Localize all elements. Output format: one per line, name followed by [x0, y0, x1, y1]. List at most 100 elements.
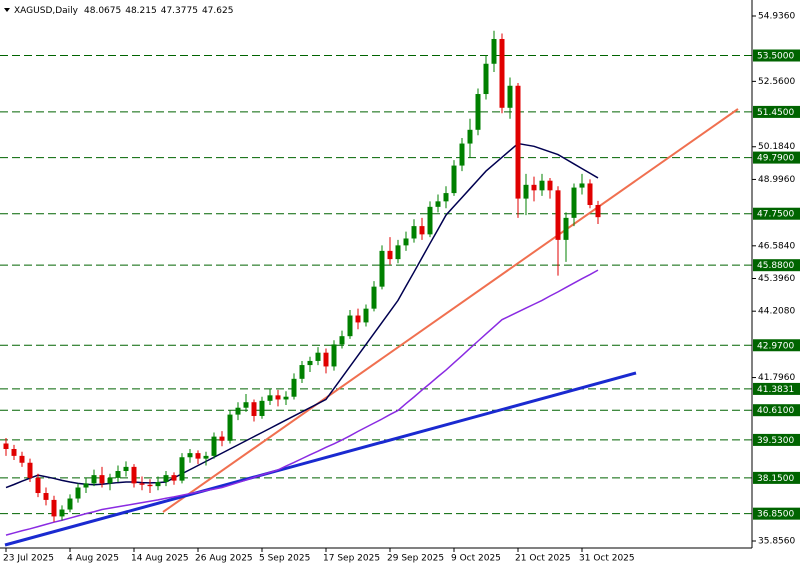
- x-tick-label: 31 Oct 2025: [579, 554, 635, 564]
- level-label: 41.3831: [757, 385, 794, 395]
- candle-body: [507, 85, 513, 108]
- candle-body: [59, 509, 65, 517]
- candle-body: [131, 466, 137, 484]
- candle-body: [515, 85, 521, 199]
- candle-body: [315, 352, 321, 361]
- candle-body: [371, 286, 377, 309]
- candle-body: [187, 453, 193, 458]
- moving-average: [5, 269, 599, 536]
- y-tick-label: 45.3960: [758, 274, 795, 284]
- last-high: 48.215: [125, 6, 157, 16]
- candle-body: [83, 483, 89, 488]
- candle-body: [595, 204, 601, 218]
- candle-body: [475, 94, 481, 130]
- x-tick-label: 21 Oct 2025: [515, 554, 571, 564]
- y-tick-label: 54.9360: [758, 11, 795, 21]
- header: XAGUSD,Daily 48.0675 48.215 47.3775 47.625: [14, 6, 233, 16]
- candle-body: [27, 462, 33, 478]
- candle-body: [379, 250, 385, 287]
- last-close: 47.625: [202, 6, 234, 16]
- candle-body: [107, 477, 113, 484]
- y-tick-label: 44.2080: [758, 307, 795, 317]
- candle-body: [19, 455, 25, 463]
- level-label: 39.5300: [757, 436, 794, 446]
- candle-body: [211, 436, 217, 456]
- candle-body: [299, 365, 305, 379]
- axis-labels: 54.9360 52.5600 50.1840 48.9960 46.5840 45.39…: [3, 11, 800, 564]
- level-box: [753, 49, 800, 62]
- last-low: 47.3775: [161, 6, 198, 16]
- y-tick-label: 46.5840: [758, 241, 795, 251]
- candle-body: [243, 402, 249, 408]
- candle-body: [259, 400, 265, 416]
- candle-body: [67, 498, 73, 510]
- y-tick-label: 52.5600: [758, 77, 795, 87]
- level-label: 53.5000: [757, 52, 794, 62]
- x-tick-label: 5 Sep 2025: [259, 554, 310, 564]
- candle-body: [419, 226, 425, 235]
- candle-body: [499, 38, 505, 108]
- level-label: 42.9700: [757, 341, 794, 351]
- candle-body: [275, 395, 281, 400]
- candle-body: [235, 407, 241, 415]
- candle-body: [491, 38, 497, 64]
- level-label: 38.1500: [757, 474, 794, 484]
- candle-body: [547, 180, 553, 191]
- menu-arrow[interactable]: [4, 8, 10, 12]
- candle-body: [291, 378, 297, 397]
- x-tick-label: 23 Jul 2025: [3, 554, 54, 564]
- candle-body: [219, 436, 225, 441]
- candle-body: [283, 396, 289, 400]
- candle-body: [459, 143, 465, 166]
- candle-body: [451, 165, 457, 194]
- candle-body: [227, 414, 233, 441]
- level-label: 49.7900: [757, 154, 794, 164]
- candle-body: [411, 226, 417, 239]
- candle-body: [531, 184, 537, 191]
- candle-body: [323, 352, 329, 367]
- trendline: [4, 371, 637, 547]
- candle-body: [179, 457, 185, 481]
- level-box: [753, 433, 800, 446]
- x-tick-label: 9 Oct 2025: [451, 554, 501, 564]
- plot: [3, 30, 601, 536]
- level-box: [753, 471, 800, 484]
- candle-body: [363, 308, 369, 323]
- candle-body: [555, 190, 561, 240]
- candle-body: [523, 184, 529, 199]
- level-box: [753, 404, 800, 417]
- y-tick-label: 50.1840: [758, 142, 795, 152]
- candle-body: [99, 475, 105, 484]
- candle-body: [3, 443, 9, 449]
- candle-body: [171, 475, 177, 481]
- level-box: [753, 259, 800, 272]
- candle-body: [331, 344, 337, 367]
- level-box: [753, 507, 800, 520]
- candle-body: [139, 483, 145, 485]
- candle-body: [355, 315, 361, 323]
- candle-body: [203, 455, 209, 459]
- level-box: [753, 382, 800, 395]
- candle-body: [307, 360, 313, 366]
- moving-average: [5, 142, 599, 489]
- y-tick-label: 48.9960: [758, 175, 795, 185]
- y-tick-label: 35.8560: [758, 537, 795, 547]
- x-tick-label: 4 Aug 2025: [67, 554, 119, 564]
- candle-body: [35, 477, 41, 494]
- x-tick-label: 29 Sep 2025: [387, 554, 444, 564]
- candle-body: [579, 183, 585, 188]
- y-tick-label: 41.7960: [758, 373, 795, 383]
- candle-body: [91, 475, 97, 484]
- candle-body: [435, 201, 441, 207]
- candle-body: [387, 250, 393, 260]
- candle-body: [395, 245, 401, 260]
- candle-body: [163, 475, 169, 483]
- level-label: 51.4500: [757, 108, 794, 118]
- level-label: 45.8800: [757, 261, 794, 271]
- candle-body: [51, 499, 57, 517]
- level-label: 40.6100: [757, 406, 794, 416]
- x-tick-label: 17 Sep 2025: [323, 554, 380, 564]
- candle-body: [123, 466, 129, 472]
- candle-body: [11, 448, 17, 456]
